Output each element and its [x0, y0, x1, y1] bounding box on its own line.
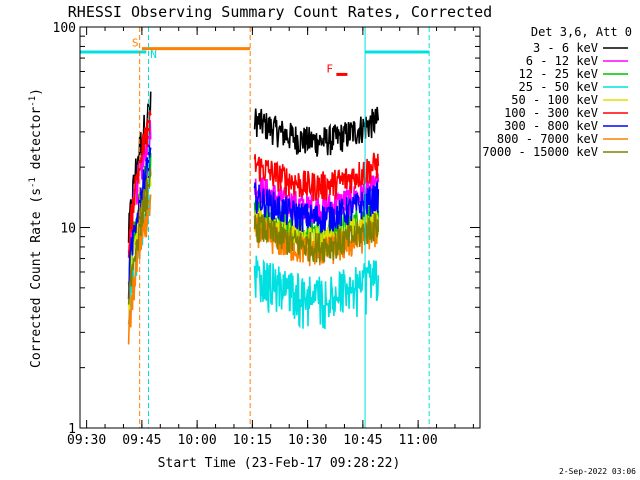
legend-entry-1: 3 - 6 keV: [533, 41, 598, 55]
y-axis-label: Corrected Count Rate (s-1 detector-1): [28, 88, 44, 368]
legend-entry-5: 50 - 100 keV: [511, 93, 598, 107]
x-tick-label-7: 11:00: [399, 433, 438, 448]
y-axis-label-sup1: -1: [28, 177, 38, 188]
y-axis-label-main: Corrected Count Rate (s: [29, 188, 44, 368]
x-tick-label-5: 10:30: [288, 433, 327, 448]
x-tick-label-6: 10:45: [343, 433, 382, 448]
flag-label-2: N: [150, 48, 157, 61]
flag-label-4: F: [326, 62, 333, 75]
series-1-segment-2: [253, 106, 380, 157]
timestamp: 2-Sep-2022 03:06: [559, 467, 636, 476]
legend-entry-6: 100 - 300 keV: [504, 106, 598, 120]
y-tick-label-1: 1: [68, 422, 76, 437]
series-4-segment-2: [253, 255, 380, 330]
y-axis-label-sup2: -1: [28, 96, 38, 107]
legend-entry-2: 6 - 12 keV: [526, 54, 598, 68]
flag-layer: SN F: [80, 37, 430, 76]
series-7-segment-2: [253, 179, 380, 233]
series-6-segment-2: [253, 152, 380, 202]
legend-entry-7: 300 - 800 keV: [504, 119, 598, 133]
legend-header: Det 3,6, Att 0: [531, 25, 632, 39]
series-9-segment-2: [253, 213, 380, 263]
legend-entry-3: 12 - 25 keV: [519, 67, 598, 81]
x-tick-label-1: 09:30: [67, 433, 106, 448]
x-tick-label-3: 10:00: [178, 433, 217, 448]
legend-entry-8: 800 - 7000 keV: [497, 132, 598, 146]
axes-layer: 09:30 09:45 10:00 10:15 10:30 10:45 11:00 1 10 10…: [53, 21, 480, 448]
legend-entry-4: 25 - 50 keV: [519, 80, 598, 94]
series-9: [127, 168, 380, 305]
x-tick-label-4: 10:15: [233, 433, 272, 448]
chart-title: RHESSI Observing Summary Count Rates, Co…: [68, 3, 492, 21]
x-axis-label: Start Time (23-Feb-17 09:28:22): [158, 456, 401, 471]
y-axis-label-end: ): [29, 88, 44, 96]
y-tick-label-2: 10: [60, 222, 76, 237]
data-layer: [127, 91, 380, 345]
series-9-segment-1: [127, 168, 152, 305]
y-tick-label-3: 100: [53, 21, 76, 36]
x-tick-label-2: 09:45: [122, 433, 161, 448]
legend-entry-9: 7000 - 15000 keV: [482, 145, 598, 159]
flag-label-1: S: [132, 37, 139, 50]
y-axis-label-mid: detector: [29, 107, 44, 178]
